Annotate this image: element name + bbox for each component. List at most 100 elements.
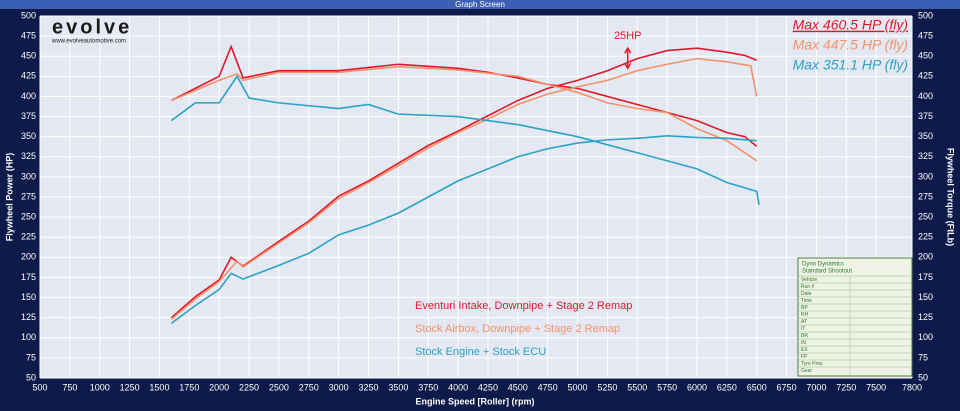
info-field: EX: [801, 347, 808, 353]
x-tick-label: 4250: [478, 382, 498, 392]
y2-tick-label: 375: [918, 111, 933, 121]
arrow-head: [624, 46, 632, 70]
y-tick-label: 225: [21, 232, 36, 242]
info-field: IT: [801, 326, 805, 332]
y2-tick-label: 500: [918, 10, 933, 20]
y2-tick-label: 400: [918, 91, 933, 101]
x-tick-label: 6750: [777, 382, 797, 392]
y-tick-label: 200: [21, 252, 36, 262]
y2-tick-label: 425: [918, 71, 933, 81]
max-label: Max 460.5 HP (fly): [793, 17, 908, 33]
y-tick-label: 500: [21, 10, 36, 20]
x-tick-label: 1500: [149, 382, 169, 392]
x-tick-label: 7500: [866, 382, 886, 392]
y-tick-label: 50: [26, 372, 36, 382]
y-tick-label: 325: [21, 151, 36, 161]
y2-tick-label: 475: [918, 30, 933, 40]
torque-line: [170, 74, 760, 206]
x-tick-label: 750: [62, 382, 77, 392]
max-label: Max 447.5 HP (fly): [793, 37, 908, 53]
y-tick-label: 425: [21, 71, 36, 81]
annotation-text: 25HP: [614, 30, 642, 42]
title-bar: [0, 0, 960, 9]
y-tick-label: 300: [21, 171, 36, 181]
x-tick-label: 2000: [209, 382, 229, 392]
y-tick-label: 125: [21, 312, 36, 322]
x-tick-label: 2750: [299, 382, 319, 392]
y-tick-label: 400: [21, 91, 36, 101]
y2-tick-label: 300: [918, 171, 933, 181]
info-title: Standard Shootout: [802, 269, 852, 275]
info-field: FP: [801, 354, 808, 360]
x-tick-label: 7000: [806, 382, 826, 392]
y2-tick-label: 225: [918, 232, 933, 242]
x-tick-label: 1250: [120, 382, 140, 392]
y2-tick-label: 125: [918, 312, 933, 322]
y-tick-label: 75: [26, 352, 36, 362]
x-tick-label: 6000: [687, 382, 707, 392]
info-title: Dyno Dynamics: [802, 262, 844, 268]
x-tick-label: 5000: [568, 382, 588, 392]
x-tick-label: 1750: [179, 382, 199, 392]
x-tick-label: 3500: [388, 382, 408, 392]
x-tick-label: 3250: [358, 382, 378, 392]
x-tick-label: 4750: [538, 382, 558, 392]
y2-tick-label: 175: [918, 272, 933, 282]
x-axis-label: Engine Speed [Roller] (rpm): [415, 396, 534, 406]
y2-tick-label: 100: [918, 332, 933, 342]
power-line: [170, 135, 757, 324]
y-tick-label: 100: [21, 332, 36, 342]
y2-tick-label: 200: [918, 252, 933, 262]
y-tick-label: 350: [21, 131, 36, 141]
x-tick-label: 5500: [627, 382, 647, 392]
y2-tick-label: 75: [918, 352, 928, 362]
x-tick-label: 6500: [747, 382, 767, 392]
y-tick-label: 250: [21, 211, 36, 221]
x-tick-label: 1000: [90, 382, 110, 392]
y2-tick-label: 450: [918, 51, 933, 61]
y-axis-label: Flywheel Power (HP): [4, 153, 14, 242]
y-tick-label: 375: [21, 111, 36, 121]
info-box-bg: [797, 257, 913, 377]
x-tick-label: 7800: [902, 382, 922, 392]
x-tick-label: 6250: [717, 382, 737, 392]
info-field: Gear: [801, 368, 812, 374]
torque-line: [171, 65, 758, 162]
series-name: Stock Airbox, Downpipe + Stage 2 Remap: [415, 323, 620, 335]
info-field: Vehicle: [801, 277, 817, 283]
y2-tick-label: 250: [918, 211, 933, 221]
x-tick-label: 3000: [329, 382, 349, 392]
lines: [170, 44, 760, 324]
x-tick-label: 500: [32, 382, 47, 392]
series-name: Stock Engine + Stock ECU: [415, 346, 546, 358]
x-tick-label: 3750: [418, 382, 438, 392]
y-tick-label: 450: [21, 51, 36, 61]
x-tick-label: 2500: [269, 382, 289, 392]
info-field: RH: [801, 312, 809, 318]
x-tick-label: 2250: [239, 382, 259, 392]
series-name: Eventuri Intake, Downpipe + Stage 2 Rema…: [415, 300, 632, 312]
x-tick-label: 4500: [508, 382, 528, 392]
info-field: AT: [801, 319, 807, 325]
x-tick-label: 5750: [657, 382, 677, 392]
info-field: BP: [801, 305, 808, 311]
info-field: Date: [801, 291, 812, 297]
power-line: [170, 57, 758, 320]
x-tick-label: 7250: [836, 382, 856, 392]
x-tick-label: 4000: [448, 382, 468, 392]
info-field: Tyre Pres: [801, 361, 823, 367]
info-field: BR: [801, 333, 808, 339]
info-field: Time: [801, 298, 812, 304]
y-tick-label: 175: [21, 272, 36, 282]
logo: evolve: [52, 16, 132, 38]
info-field: Run #: [801, 284, 815, 290]
y2-tick-label: 150: [918, 292, 933, 302]
y2-tick-label: 325: [918, 151, 933, 161]
y-tick-label: 475: [21, 30, 36, 40]
max-label: Max 351.1 HP (fly): [793, 57, 908, 73]
window-title: Graph Screen: [455, 0, 505, 9]
y2-tick-label: 275: [918, 191, 933, 201]
